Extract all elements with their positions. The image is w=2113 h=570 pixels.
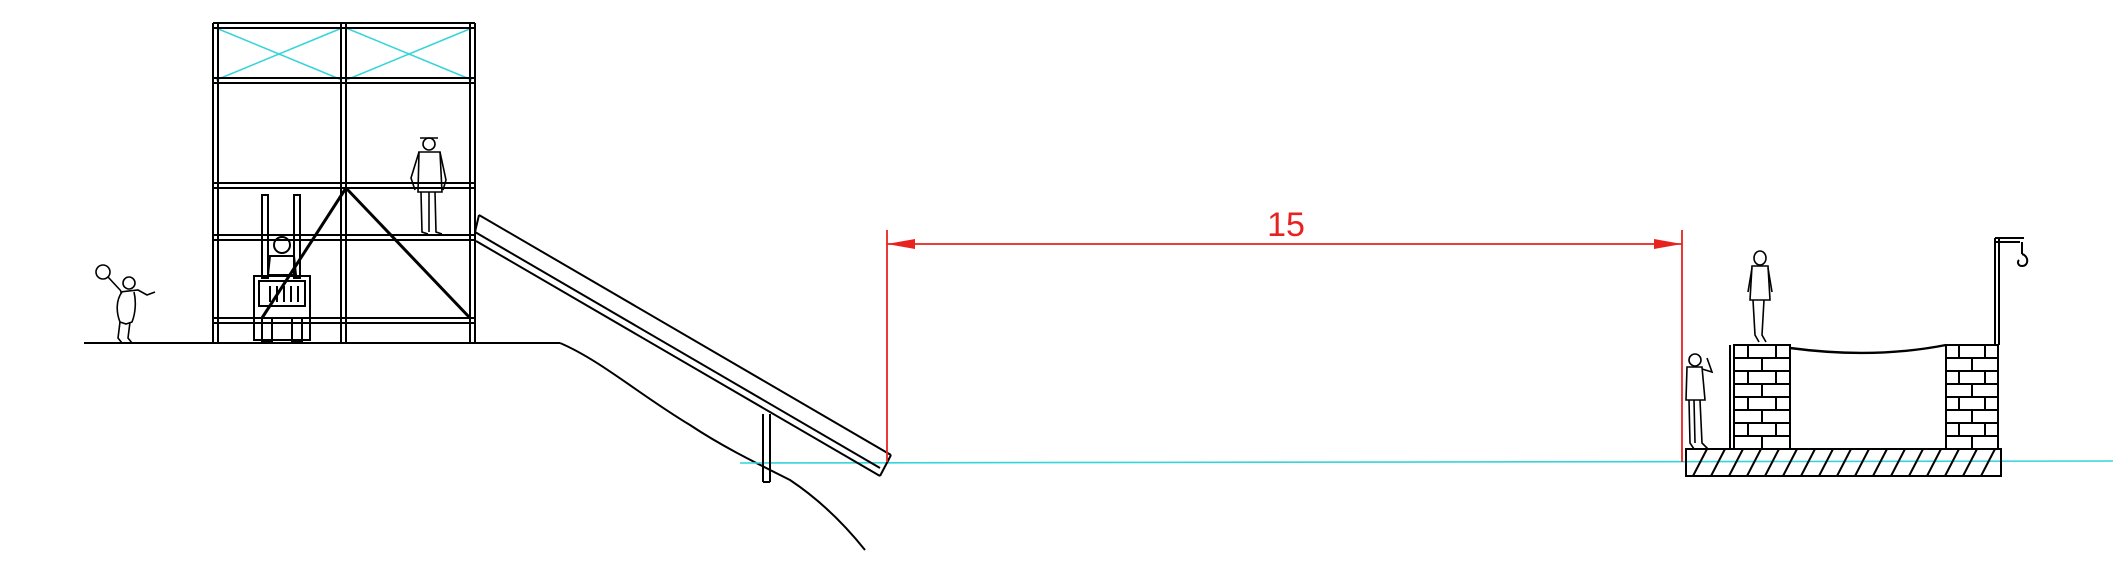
tower-structure — [212, 22, 476, 343]
ground-terrain — [84, 342, 866, 551]
base-slab — [1685, 448, 2002, 477]
dimension-value: 15 — [1267, 206, 1305, 244]
brick-wall-right — [1945, 344, 1999, 450]
worker-figure — [410, 137, 447, 235]
brick-wall-left — [1729, 344, 1791, 450]
dimension-arrow-right-icon — [1654, 239, 1682, 249]
tower-beams — [213, 22, 475, 324]
balloon-icon — [95, 264, 111, 280]
reference-line — [739, 460, 2113, 464]
slab-hatch — [1692, 448, 1996, 477]
top-bracing — [215, 27, 473, 81]
crane-hook-icon — [2017, 242, 2029, 268]
dimension-arrow-left-icon — [887, 239, 915, 249]
forklift — [253, 194, 311, 343]
dimension-line — [886, 230, 1683, 462]
person-on-wall — [1747, 250, 1773, 343]
conveyor-chute — [474, 214, 892, 483]
sagging-rope — [1789, 343, 1947, 355]
crane-post — [1994, 237, 2029, 345]
person-beside-wall — [1685, 353, 1714, 450]
child-figure — [95, 264, 156, 344]
